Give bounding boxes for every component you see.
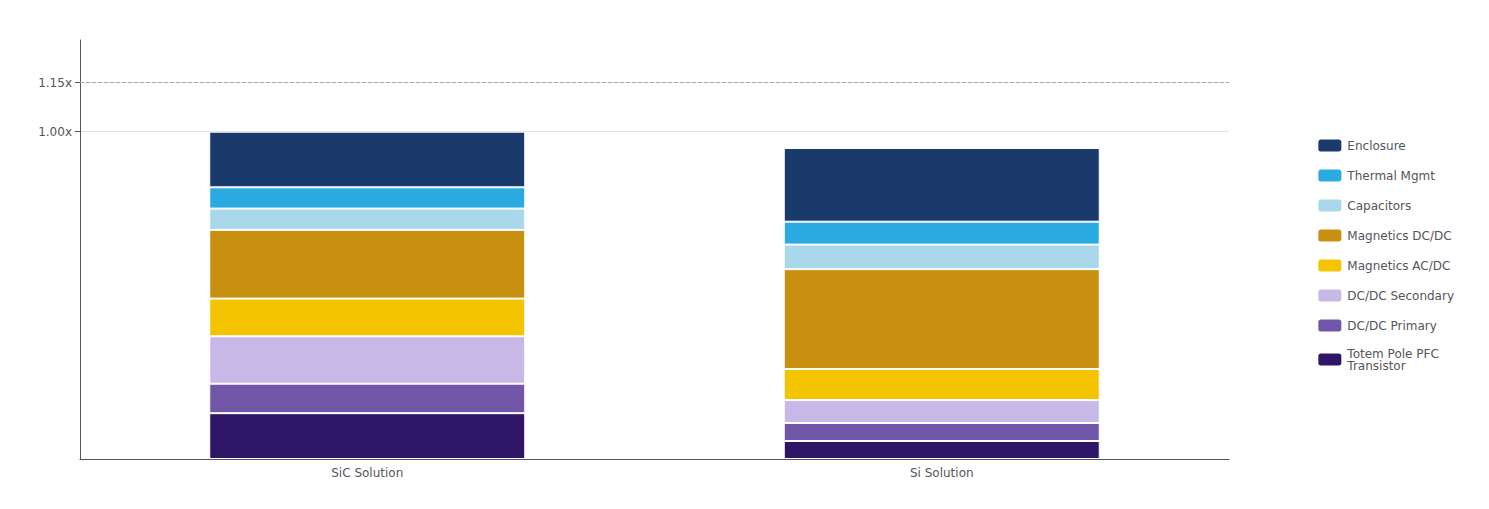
- svg-text:Capacitors: Capacitors: [1347, 199, 1411, 213]
- svg-text:1.15x: 1.15x: [38, 76, 72, 90]
- svg-text:Magnetics DC/DC: Magnetics DC/DC: [1347, 229, 1451, 243]
- svg-text:Thermal Mgmt: Thermal Mgmt: [1346, 169, 1435, 183]
- svg-text:Si Solution: Si Solution: [910, 466, 974, 480]
- svg-text:SiC Solution: SiC Solution: [331, 466, 403, 480]
- svg-text:DC/DC Primary: DC/DC Primary: [1347, 319, 1436, 333]
- svg-text:DC/DC Secondary: DC/DC Secondary: [1347, 289, 1454, 303]
- svg-text:Transistor: Transistor: [1346, 359, 1405, 373]
- svg-text:1.00x: 1.00x: [38, 125, 72, 139]
- svg-text:Magnetics AC/DC: Magnetics AC/DC: [1347, 259, 1450, 273]
- svg-text:Enclosure: Enclosure: [1347, 139, 1405, 153]
- svg-text:Totem Pole PFC: Totem Pole PFC: [1347, 346, 1439, 361]
